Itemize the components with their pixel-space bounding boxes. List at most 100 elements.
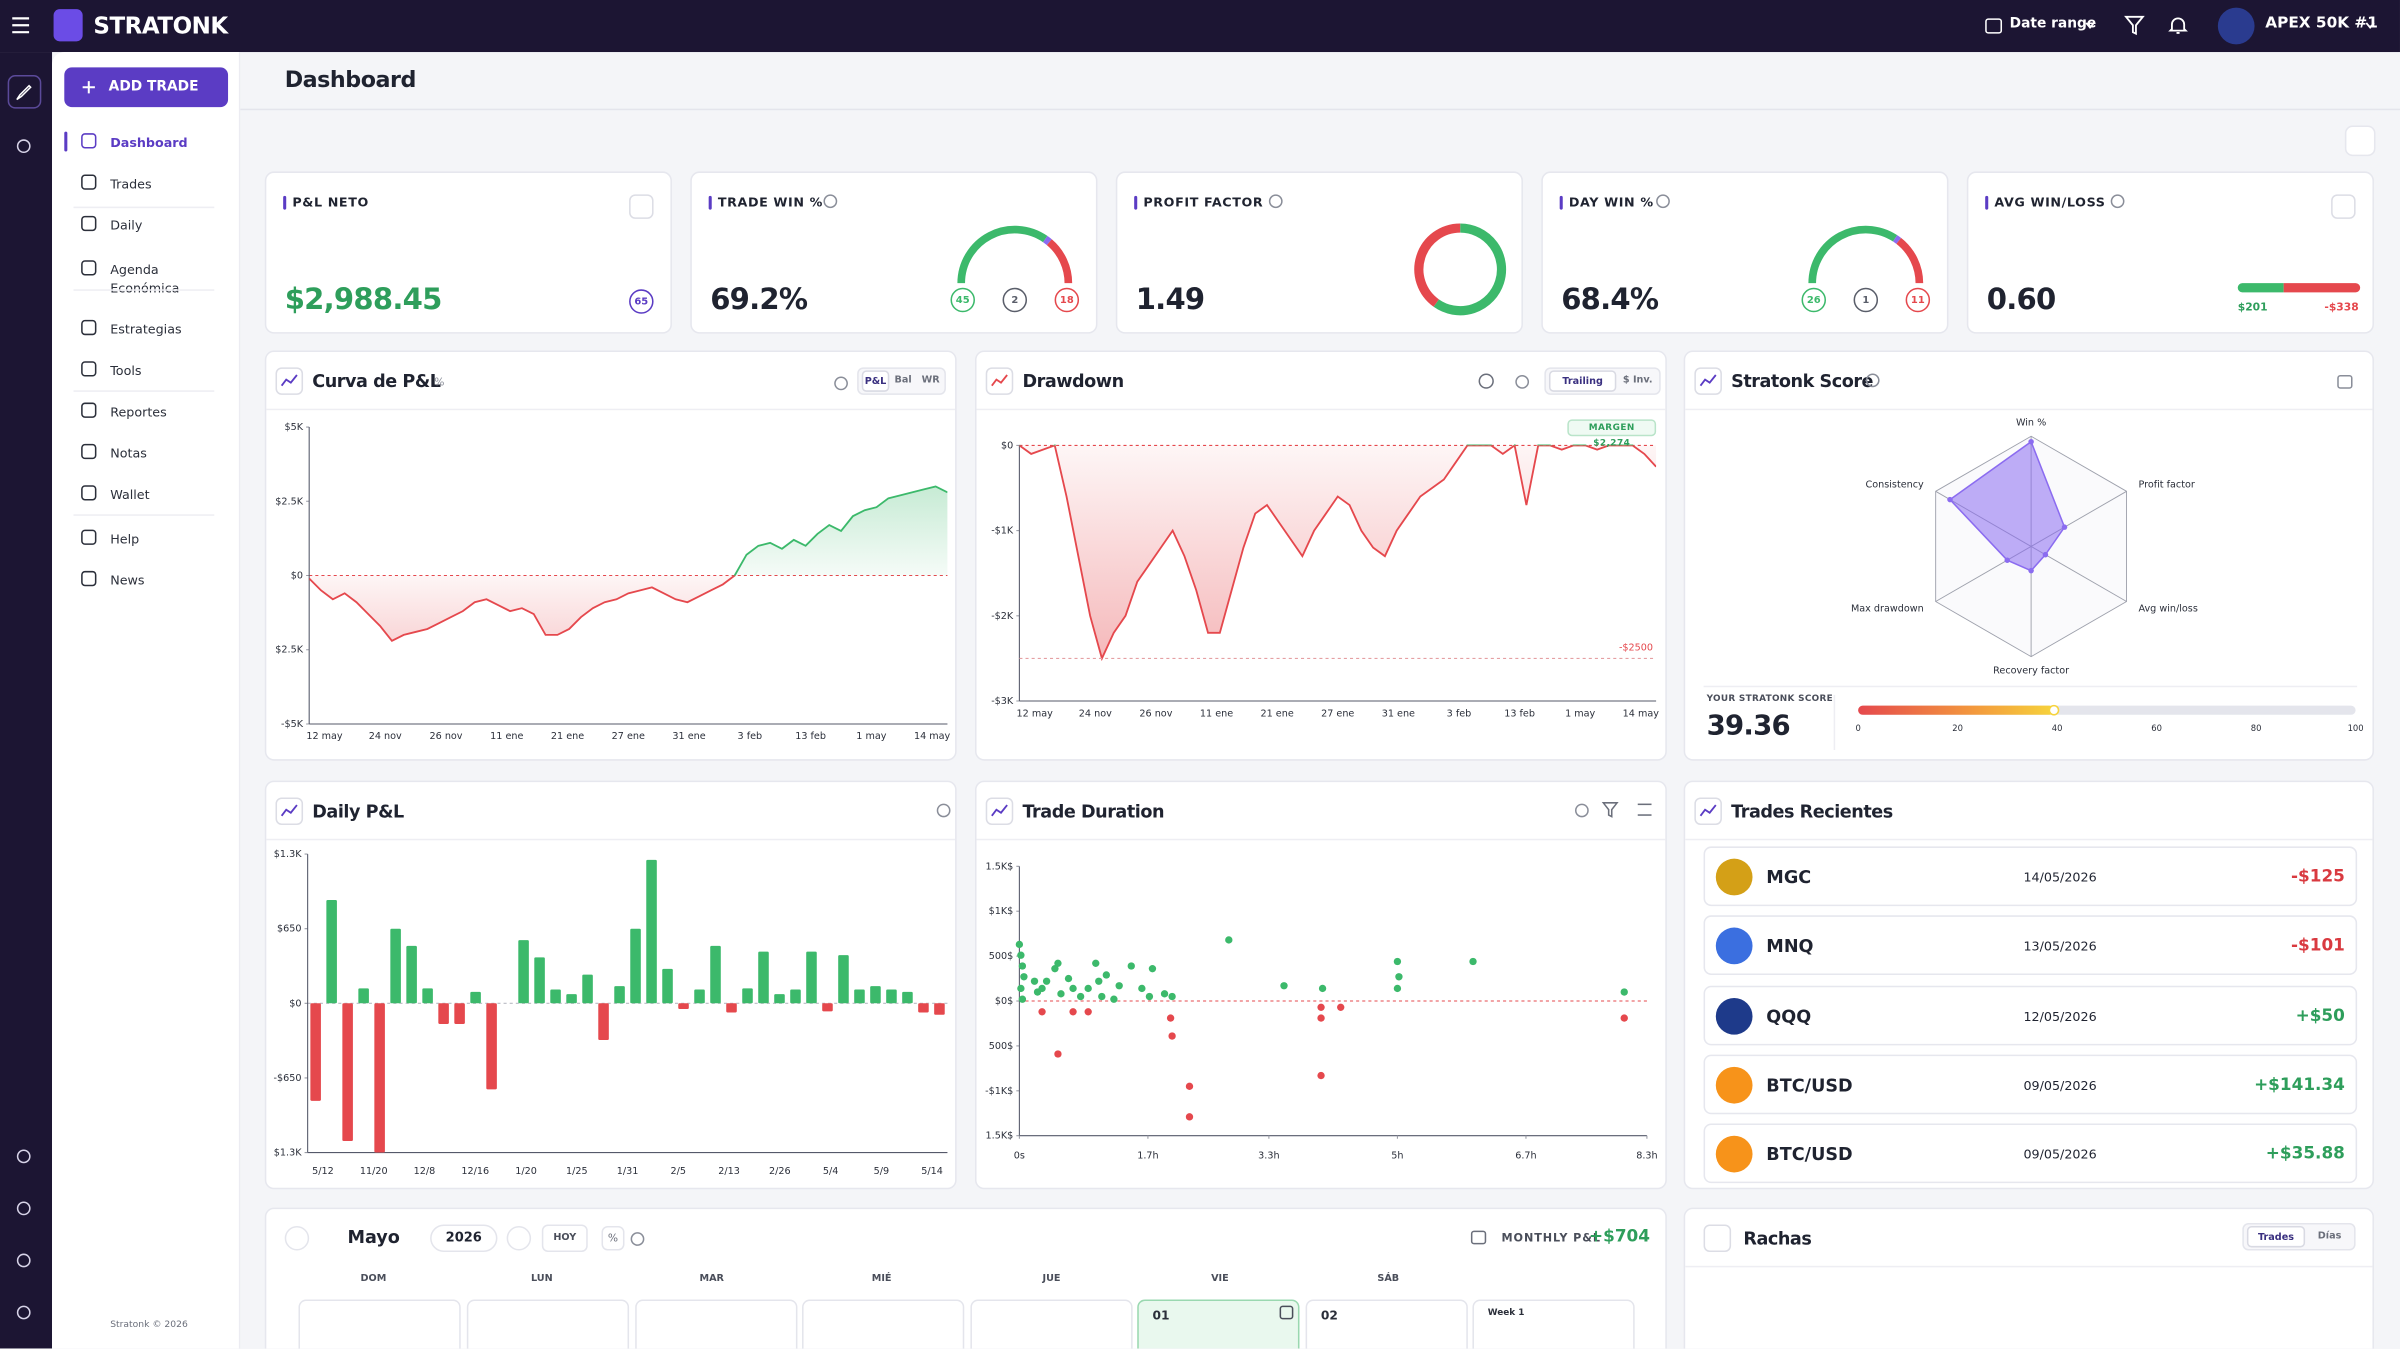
- trade-row[interactable]: BTC/USD 09/05/2026 +$141.34: [1703, 1054, 2358, 1115]
- year[interactable]: 2026: [430, 1224, 498, 1253]
- date-range[interactable]: Date range: [2009, 16, 2097, 33]
- nav-item[interactable]: Notas: [73, 442, 223, 463]
- tab[interactable]: Bal: [894, 374, 912, 386]
- kpi-card: AVG WIN/LOSS 0.60 $201 -$338: [1966, 171, 2374, 334]
- logo-mark: [53, 9, 83, 42]
- icon-shape: [81, 215, 97, 232]
- card-divider: [1685, 1265, 2373, 1268]
- icon-button[interactable]: [1574, 803, 1589, 818]
- nav-icon: [81, 174, 97, 190]
- nav-item[interactable]: Trades: [73, 173, 223, 194]
- nav-item[interactable]: Reportes: [73, 401, 223, 422]
- y-tick-label: $2.5K: [275, 645, 303, 656]
- point: [1098, 992, 1106, 1001]
- tab[interactable]: Días: [2317, 1230, 2342, 1242]
- trade-row[interactable]: QQQ 12/05/2026 +$50: [1703, 985, 2358, 1045]
- next-month[interactable]: [506, 1226, 532, 1251]
- nav-item[interactable]: Wallet: [73, 484, 223, 505]
- point: [1620, 1014, 1628, 1022]
- y-tick-label: $2.5K: [275, 496, 303, 507]
- layout-button[interactable]: [2344, 125, 2376, 157]
- prev-month[interactable]: [284, 1226, 310, 1251]
- point: [1015, 940, 1024, 949]
- icon-shape: [81, 570, 97, 587]
- options-button[interactable]: [1637, 803, 1652, 816]
- nav-label: Help: [110, 531, 140, 547]
- x-tick-label: 6.7h: [1515, 1151, 1536, 1162]
- bar: [534, 957, 545, 1004]
- nav-item[interactable]: News: [73, 569, 223, 590]
- point: [1185, 1082, 1194, 1090]
- trade-pnl: -$125: [2291, 866, 2345, 887]
- bar: [886, 989, 897, 1004]
- add-trade-button[interactable]: ADD TRADE: [64, 67, 229, 108]
- tab[interactable]: $ Inv.: [1622, 374, 1653, 386]
- icon-shape: [1699, 374, 1717, 387]
- nav-item[interactable]: Help: [73, 528, 223, 549]
- nav-item[interactable]: Dashboard: [73, 132, 223, 153]
- x-tick-label: 1/31: [617, 1166, 639, 1177]
- card-title: Curva de P&L: [312, 370, 441, 392]
- percent-toggle[interactable]: %: [601, 1226, 625, 1251]
- icon-button[interactable]: [834, 376, 848, 391]
- rail-active: [7, 74, 42, 109]
- kpi-action[interactable]: [2331, 194, 2356, 219]
- nav-icon: [81, 215, 97, 232]
- day-cell[interactable]: Week 1: [1472, 1299, 1635, 1349]
- count-badge: 65: [629, 289, 654, 314]
- day-cell[interactable]: 01: [1137, 1299, 1300, 1349]
- tab[interactable]: P&L: [861, 370, 890, 392]
- card-icon: [275, 797, 304, 825]
- nav-label: Reportes: [110, 404, 167, 420]
- icon-shape: [2168, 17, 2188, 34]
- x-tick-label: 0s: [1014, 1151, 1025, 1162]
- weekday: DOM: [360, 1273, 387, 1285]
- tab[interactable]: WR: [921, 374, 940, 386]
- nav-item[interactable]: Daily: [73, 214, 223, 235]
- symbol-icon: [1715, 1066, 1753, 1104]
- scale-tick-label: 40: [2052, 723, 2063, 733]
- trade-row[interactable]: MNQ 13/05/2026 -$101: [1703, 915, 2358, 976]
- y-tick-label: 1.5K$: [986, 861, 1014, 872]
- x-tick-label: 12 may: [1017, 708, 1054, 719]
- icon-button[interactable]: [1515, 374, 1530, 389]
- day-cell[interactable]: 02: [1305, 1299, 1468, 1349]
- bar: [486, 1003, 497, 1090]
- radar-label: Win %: [2016, 417, 2046, 428]
- expand-button[interactable]: [2337, 374, 2353, 389]
- trade-row[interactable]: BTC/USD 09/05/2026 +$35.88: [1703, 1123, 2358, 1184]
- unit-toggle[interactable]: %: [434, 376, 445, 389]
- kpi-action[interactable]: [629, 194, 654, 219]
- bar: [422, 988, 433, 1004]
- gauge-segment: [1043, 235, 1052, 246]
- tab[interactable]: Trades: [2246, 1226, 2306, 1248]
- card-title: Stratonk Score: [1731, 370, 1874, 392]
- icon-shape: [81, 361, 97, 377]
- nav-item[interactable]: Tools: [73, 360, 223, 381]
- rail-icon: [16, 1201, 31, 1216]
- tab[interactable]: Trailing: [1548, 370, 1617, 392]
- bar: [614, 986, 625, 1004]
- tab-group: P&L Bal WR: [857, 367, 946, 395]
- chevron-icon: [2085, 22, 2095, 29]
- icon-shape: [991, 804, 1008, 817]
- nav-item[interactable]: Agenda Económica: [73, 259, 223, 295]
- x-tick-label: 27 ene: [1321, 708, 1354, 719]
- nav-item[interactable]: Estrategias: [73, 318, 223, 339]
- card-icon-glyph: [280, 804, 298, 817]
- settings-button[interactable]: [1478, 373, 1494, 389]
- x-tick-label: 27 ene: [612, 731, 645, 742]
- x-tick-label: 1/25: [566, 1166, 588, 1177]
- x-tick-label: 13 feb: [1504, 708, 1535, 719]
- account-name[interactable]: APEX 50K #1: [2265, 15, 2378, 33]
- trade-row[interactable]: MGC 14/05/2026 -$125: [1703, 846, 2358, 907]
- today-button[interactable]: HOY: [541, 1224, 588, 1253]
- x-tick-label: 5h: [1391, 1151, 1403, 1162]
- point: [1225, 936, 1233, 944]
- point: [1064, 974, 1073, 983]
- camera-button[interactable]: [1470, 1230, 1487, 1245]
- point: [1127, 962, 1135, 970]
- y-tick-label: -$2K: [991, 611, 1014, 622]
- icon-button[interactable]: [630, 1232, 645, 1246]
- icon-button[interactable]: [936, 803, 951, 818]
